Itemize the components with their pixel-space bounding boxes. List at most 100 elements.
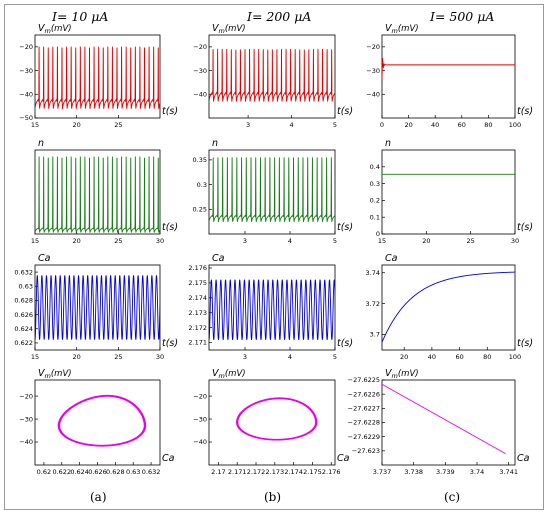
series-line-c3 (382, 271, 515, 343)
x-axis-label-a1: t(s) (162, 106, 178, 117)
panel-b4: 2.17 2.171 2.172 2.173 2.174 2.175 2.176 −40 −30… (193, 368, 349, 476)
y-tick-label-a3-1: 0.624 (14, 325, 33, 333)
plot-area-a4 (34, 379, 161, 466)
x-tick-label-c3-3: 80 (483, 353, 491, 361)
x-axis-label-c4: Ca (517, 453, 530, 464)
series-line-a2 (35, 156, 160, 233)
y-tick-label-c1-2: −20 (366, 43, 380, 51)
x-tick-label-c1-0: 0 (380, 121, 384, 129)
y-tick-label-c4-0: −27.6225 (348, 376, 380, 384)
y-axis-label-b2: n (212, 138, 218, 149)
x-tick-label-a2-0: 15 (31, 237, 39, 245)
x-tick-label-c1-5: 100 (509, 121, 521, 129)
y-tick-label-b3-3: 2.174 (188, 294, 207, 302)
y-axis-label-c2: n (385, 138, 391, 149)
x-tick-label-a4-3: 0.626 (88, 468, 107, 476)
x-tick-label-c4-2: 3.739 (436, 468, 455, 476)
y-tick-label-b1-2: −20 (193, 43, 207, 51)
y-tick-label-c2-4: 0.4 (370, 163, 380, 171)
x-tick-label-a4-0: 0.62 (37, 468, 51, 476)
y-tick-label-a1-3: −20 (19, 43, 33, 51)
series-line-c4 (382, 383, 506, 455)
plot-area-b4 (208, 379, 336, 466)
y-axis-label-a4: Vm(mV) (38, 368, 72, 380)
x-tick-label-b2-1: 4 (288, 237, 292, 245)
x-tick-label-a3-1: 20 (73, 353, 81, 361)
y-tick-label-c4-3: −27.6228 (348, 419, 380, 427)
x-axis-label-b2: t(s) (337, 222, 353, 233)
x-tick-label-b2-2: 5 (333, 237, 337, 245)
x-tick-label-b3-1: 4 (288, 353, 292, 361)
plot-area-a1 (34, 34, 161, 119)
series-line-b1 (209, 48, 335, 102)
panel-c1: 0 20 40 60 80 100 −40 −30 −20 Vm(mV) t(s) (366, 23, 533, 129)
y-tick-label-a3-0: 0.622 (14, 339, 33, 347)
x-tick-label-a4-1: 0.622 (52, 468, 71, 476)
y-tick-label-b2-2: 0.35 (193, 156, 207, 164)
y-tick-label-b3-2: 2.173 (188, 309, 207, 317)
series-line-a4 (57, 394, 147, 447)
y-tick-label-a4-0: −40 (19, 438, 33, 446)
y-tick-label-c3-2: 3.74 (366, 269, 380, 277)
y-axis-label-a3: Ca (38, 253, 51, 264)
y-tick-label-b3-1: 2.172 (188, 324, 207, 332)
y-tick-label-a3-2: 0.626 (14, 311, 33, 319)
x-tick-label-a2-2: 25 (114, 237, 122, 245)
y-axis-label-b3: Ca (212, 253, 225, 264)
y-tick-label-b4-0: −40 (193, 438, 207, 446)
x-axis-label-c3: t(s) (517, 338, 533, 349)
x-axis-label-b4: Ca (337, 453, 350, 464)
x-axis-label-c2: t(s) (517, 222, 533, 233)
x-tick-label-b4-5: 2.175 (303, 468, 322, 476)
x-tick-label-b3-0: 3 (243, 353, 247, 361)
y-tick-label-c4-1: −27.6226 (348, 390, 380, 398)
x-tick-label-c2-0: 15 (378, 237, 386, 245)
y-tick-label-b3-5: 2.176 (188, 264, 207, 272)
y-axis-label-a1: Vm(mV) (38, 23, 72, 35)
x-tick-label-c2-2: 25 (467, 237, 475, 245)
y-tick-label-a4-1: −30 (19, 415, 33, 423)
x-tick-label-b1-1: 4 (289, 121, 293, 129)
plot-area-c4 (381, 379, 516, 466)
y-tick-label-c4-4: −27.6229 (348, 433, 380, 441)
x-tick-label-a3-2: 25 (114, 353, 122, 361)
y-tick-label-c2-2: 0.2 (370, 197, 380, 205)
y-tick-label-a1-1: −40 (19, 90, 33, 98)
y-tick-label-a4-2: −20 (19, 392, 33, 400)
x-axis-label-b3: t(s) (337, 338, 353, 349)
x-tick-label-a4-4: 0.628 (106, 468, 125, 476)
x-tick-label-b4-0: 2.17 (211, 468, 225, 476)
plot-area-c2 (381, 149, 516, 235)
panel-c4: 3.737 3.738 3.739 3.74 3.741 −27.6225 −27.6226… (348, 368, 530, 476)
x-tick-label-c3-2: 60 (455, 353, 463, 361)
y-tick-label-c4-5: −27.623 (352, 447, 380, 455)
panel-a4: 0.62 0.622 0.624 0.626 0.628 0.63 0.632 −40 −30 −… (19, 368, 174, 476)
x-tick-label-a3-3: 30 (156, 353, 164, 361)
header-col-a: I= 10 μA (52, 9, 109, 24)
panel-b3: 3 4 5 2.171 2.172 2.173 2.174 2.175 2.176 Ca t(s) (188, 253, 353, 361)
x-tick-label-b2-0: 3 (243, 237, 247, 245)
header-col-b: I= 200 μA (247, 9, 312, 24)
series-line-b2 (209, 157, 335, 223)
x-tick-label-b1-0: 3 (246, 121, 250, 129)
x-tick-label-a4-5: 0.63 (126, 468, 140, 476)
y-tick-label-c2-0: 0 (376, 230, 380, 238)
x-tick-label-c4-3: 3.74 (470, 468, 484, 476)
x-tick-label-c1-3: 60 (458, 121, 466, 129)
panel-a1: 15 20 25 −50 −40 −30 −20 Vm(mV) t(s) (19, 23, 178, 129)
y-tick-label-c4-2: −27.6227 (348, 405, 380, 413)
y-axis-label-c4: Vm(mV) (385, 368, 419, 380)
x-tick-label-a2-3: 30 (156, 237, 164, 245)
series-line-b4 (236, 397, 318, 441)
y-tick-label-b2-0: 0.25 (193, 205, 207, 213)
x-tick-label-b4-1: 2.171 (228, 468, 247, 476)
x-tick-label-c3-0: 20 (400, 353, 408, 361)
x-axis-label-b1: t(s) (337, 106, 353, 117)
y-tick-label-a1-2: −30 (19, 67, 33, 75)
x-tick-label-a2-1: 20 (73, 237, 81, 245)
plot-area-b2 (208, 149, 336, 235)
x-tick-label-a4-2: 0.624 (70, 468, 89, 476)
panel-c2: 15 20 25 30 0 0.1 0.2 0.3 0.4 n t(s) (370, 138, 533, 245)
x-tick-label-b4-3: 2.173 (266, 468, 285, 476)
y-tick-label-a1-0: −50 (19, 114, 33, 122)
